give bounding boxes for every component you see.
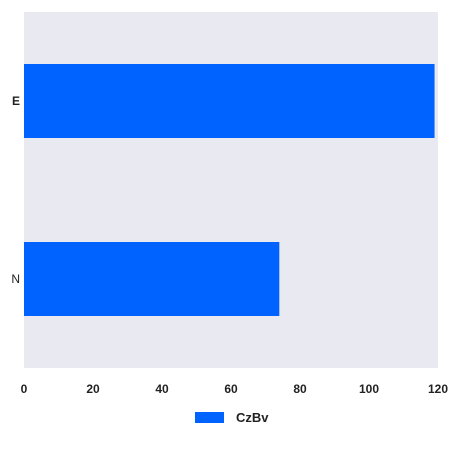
legend: CzBv xyxy=(195,410,269,425)
x-tick-label-0: 0 xyxy=(21,382,28,396)
x-tick-label-100: 100 xyxy=(359,382,379,396)
x-tick-label-60: 60 xyxy=(224,382,238,396)
y-tick-label-e: E xyxy=(12,94,20,108)
y-axis-tick-labels: EN xyxy=(11,94,20,286)
legend-swatch xyxy=(195,412,224,423)
bars-layer xyxy=(24,64,435,316)
x-tick-label-120: 120 xyxy=(428,382,448,396)
bar-e xyxy=(24,64,435,138)
bar-n xyxy=(24,242,280,316)
x-axis-tick-labels: 0 20 40 60 80 100 120 xyxy=(21,382,449,396)
x-tick-label-20: 20 xyxy=(86,382,100,396)
legend-label-czbv: CzBv xyxy=(236,410,269,425)
x-tick-label-40: 40 xyxy=(155,382,169,396)
x-tick-label-80: 80 xyxy=(293,382,307,396)
y-tick-label-n: N xyxy=(11,272,20,286)
